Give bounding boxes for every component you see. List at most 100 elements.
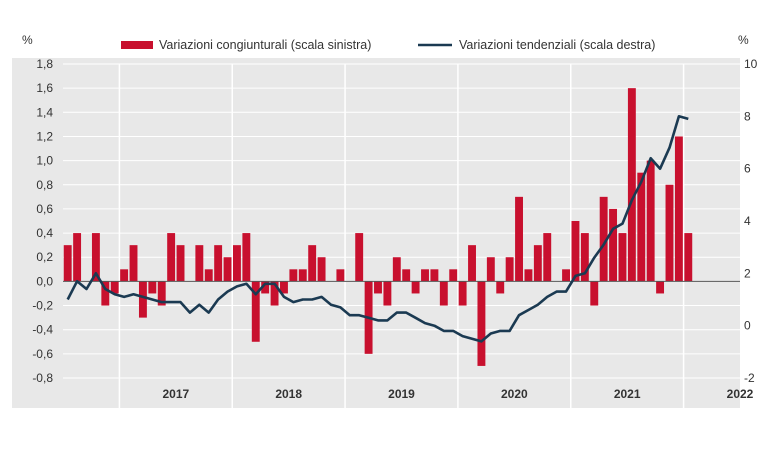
- bar: [317, 257, 326, 282]
- left-tick-label: 1,2: [36, 129, 53, 143]
- left-tick-label: -0,6: [32, 347, 53, 361]
- right-tick-label: 6: [744, 162, 751, 176]
- bar: [355, 233, 364, 282]
- left-axis-ticks: -0,8 -0,6 -0,4 -0,2 0,0 0,2 0,4 0,6 0,8 1,0 1,2 1,4…: [32, 57, 53, 385]
- bar: [383, 281, 392, 306]
- bar: [505, 257, 514, 282]
- left-tick-label: 0,8: [36, 178, 53, 192]
- bar: [91, 233, 100, 282]
- bar: [665, 184, 674, 282]
- bar: [430, 269, 439, 282]
- right-tick-label: 0: [744, 319, 751, 333]
- bar: [129, 245, 138, 282]
- bar: [486, 257, 495, 282]
- right-tick-label: 4: [744, 214, 751, 228]
- bar: [590, 281, 599, 306]
- year-label: 2017: [162, 387, 189, 401]
- left-tick-label: 0,6: [36, 202, 53, 216]
- bar: [684, 233, 693, 282]
- line-series: [66, 115, 689, 343]
- bar: [336, 269, 345, 282]
- bar: [646, 160, 655, 282]
- left-tick-label: -0,2: [32, 299, 53, 313]
- legend: Variazioni congiunturali (scala sinistra…: [121, 38, 655, 52]
- grid-lines: [63, 63, 740, 408]
- bar: [458, 281, 467, 306]
- bar: [402, 269, 411, 282]
- right-axis-ticks: -2 0 2 4 6 8 10: [744, 57, 758, 385]
- right-tick-label: -2: [744, 371, 755, 385]
- year-label: 2020: [501, 387, 528, 401]
- bar: [411, 281, 420, 294]
- left-tick-label: 1,8: [36, 57, 53, 71]
- bar: [571, 221, 580, 282]
- bar: [195, 245, 204, 282]
- legend-line-label: Variazioni tendenziali (scala destra): [459, 38, 655, 52]
- bar: [468, 245, 476, 282]
- bar: [618, 233, 627, 282]
- bar: [308, 245, 317, 282]
- bar: [73, 233, 82, 282]
- bar: [242, 233, 251, 282]
- left-tick-label: -0,4: [32, 323, 53, 337]
- year-label: 2018: [275, 387, 302, 401]
- right-tick-label: 10: [744, 57, 758, 71]
- left-tick-label: 1,6: [36, 81, 53, 95]
- bar: [524, 269, 533, 282]
- bar: [101, 281, 110, 306]
- bar: [289, 269, 298, 282]
- bar: [214, 245, 223, 282]
- left-axis-unit: %: [22, 33, 33, 47]
- left-tick-label: 1,4: [36, 105, 53, 119]
- year-label: 2019: [388, 387, 415, 401]
- year-label: 2021: [614, 387, 641, 401]
- left-tick-label: -0,8: [32, 371, 53, 385]
- bar: [374, 281, 382, 294]
- left-tick-label: 0,0: [36, 274, 53, 288]
- bar: [110, 281, 119, 294]
- bar: [120, 269, 129, 282]
- bar: [449, 269, 458, 282]
- bar: [674, 136, 683, 282]
- bar: [167, 233, 176, 282]
- bar: [392, 257, 401, 282]
- bar: [543, 233, 552, 282]
- bar: [280, 281, 288, 294]
- bar: [562, 269, 570, 282]
- bar: [233, 245, 241, 282]
- bar: [637, 172, 646, 282]
- right-tick-label: 8: [744, 109, 751, 123]
- bar: [496, 281, 505, 294]
- bar: [223, 257, 232, 282]
- bar: [421, 269, 429, 282]
- bar: [439, 281, 448, 306]
- bar: [580, 233, 589, 282]
- legend-bar-label: Variazioni congiunturali (scala sinistra…: [159, 38, 371, 52]
- bar: [298, 269, 307, 282]
- bar: [157, 281, 166, 306]
- left-tick-label: 0,4: [36, 226, 53, 240]
- bar: [138, 281, 147, 318]
- right-axis-unit: %: [738, 33, 749, 47]
- left-tick-label: 0,2: [36, 250, 53, 264]
- right-tick-label: 2: [744, 266, 751, 280]
- year-label: 2022: [727, 387, 754, 401]
- bar: [251, 281, 260, 342]
- bar: [261, 281, 270, 294]
- bar: [270, 281, 279, 306]
- bar: [656, 281, 665, 294]
- bar: [627, 88, 636, 282]
- bar: [176, 245, 185, 282]
- bar: [204, 269, 213, 282]
- bar: [477, 281, 486, 366]
- legend-bar-swatch: [121, 41, 153, 49]
- bar: [599, 196, 608, 282]
- bar: [515, 196, 523, 282]
- bar: [533, 245, 542, 282]
- bar: [609, 208, 618, 282]
- left-tick-label: 1,0: [36, 154, 53, 168]
- year-labels: 2017 2018 2019 2020 2021 2022: [162, 387, 753, 401]
- bar: [148, 281, 157, 294]
